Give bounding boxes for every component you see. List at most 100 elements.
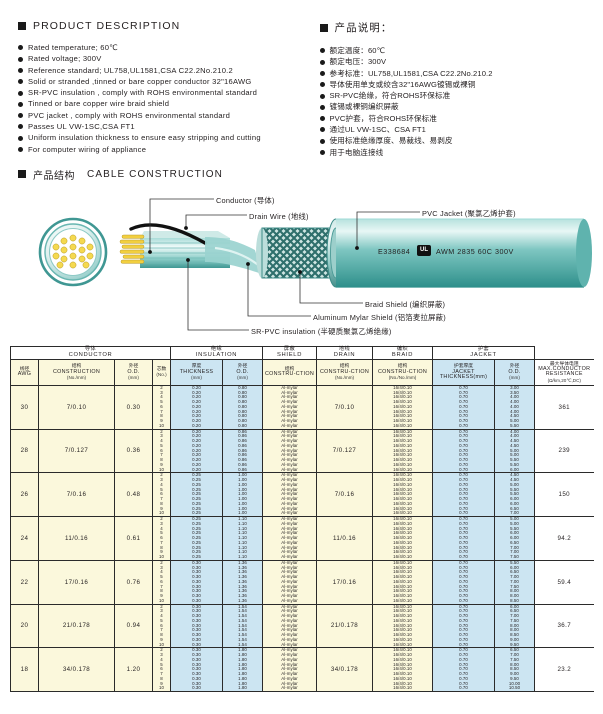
jacket-print-legend: E338684 bbox=[378, 246, 411, 256]
cell-braid-value: 16/4/0.10 bbox=[393, 452, 412, 458]
cell-jacket-thickness-value: 0.70 bbox=[459, 583, 468, 589]
cell-jacket-od-value: 4.50 bbox=[510, 413, 519, 419]
cell-braid-value: 16/4/0.10 bbox=[393, 491, 412, 497]
cell-ins-od-value: 1.36 bbox=[238, 559, 247, 565]
cell-braid-value: 16/4/0.10 bbox=[393, 608, 412, 614]
cell-ins-od-value: 0.80 bbox=[238, 399, 247, 405]
cell-jacket-od-value: 5.50 bbox=[510, 457, 519, 463]
cell-ins-od-value: 1.10 bbox=[238, 539, 247, 545]
cell-resistance: 59.4 bbox=[534, 559, 594, 605]
cell-ins-thickness-value: 0.20 bbox=[192, 389, 201, 395]
cell-jacket-thickness-value: 0.70 bbox=[459, 613, 468, 619]
cell-ins-od-value: 1.10 bbox=[238, 525, 247, 531]
cell-jacket-od-value: 4.50 bbox=[510, 472, 519, 478]
cell-ins-thickness-value: 0.20 bbox=[192, 384, 201, 390]
table-row: 18 34/0.178 1.20 2 3 4 5 6 7 8 9 10 0.30 0.30 0.30 0.30… bbox=[10, 647, 594, 693]
group-drain-en: DRAIN bbox=[333, 352, 356, 359]
cell-ins-thickness-value: 0.20 bbox=[192, 418, 201, 424]
cell-ins-od-value: 1.54 bbox=[238, 622, 247, 628]
cell-shield-value: Al-mylar bbox=[281, 481, 298, 487]
cell-shield-value: Al-mylar bbox=[281, 574, 298, 580]
subhead-construction-cn: 结构 bbox=[71, 364, 82, 370]
cell-jacket-thickness-value: 0.70 bbox=[459, 641, 468, 647]
table-row: 20 21/0.178 0.94 2 3 4 5 6 7 8 9 10 0.30 0.30 0.30 0.30… bbox=[10, 603, 594, 649]
cores-value: 4 bbox=[160, 394, 163, 400]
bullet-dot-icon bbox=[18, 124, 23, 130]
cell-jacket-od: 6.00 6.50 7.00 7.50 8.00 8.00 8.50 9.00 9.50 bbox=[495, 604, 534, 648]
cell-drain: 21/0.178 bbox=[316, 603, 374, 649]
cell-jacket-od-value: 5.50 bbox=[510, 486, 519, 492]
cell-shield-value: Al-mylar bbox=[281, 632, 298, 638]
cell-jacket-od-value: 6.00 bbox=[510, 466, 519, 472]
cell-jacket-thickness-value: 0.70 bbox=[459, 457, 468, 463]
product-description-heading-label: PRODUCT DESCRIPTION bbox=[33, 20, 181, 32]
cell-ins-thickness-value: 0.20 bbox=[192, 457, 201, 463]
cell-ins-od-value: 1.10 bbox=[238, 530, 247, 536]
cell-ins-thickness-cell: 0.20 0.20 0.20 0.20 0.20 0.20 0.20 0.20 0.20 bbox=[170, 384, 223, 430]
cell-ins-od: 1.80 1.80 1.80 1.80 1.80 1.80 1.80 1.80 1.80 bbox=[223, 648, 262, 691]
table-row: 26 7/0.16 0.48 2 3 4 5 6 7 8 9 10 0.25 0.25 0.25 0.25 0.… bbox=[10, 472, 594, 518]
cell-ins-thickness-value: 0.30 bbox=[192, 613, 201, 619]
cell-ins-od-value: 1.54 bbox=[238, 632, 247, 638]
cell-ins-thickness-value: 0.30 bbox=[192, 608, 201, 614]
cell-ins-od-value: 1.80 bbox=[238, 661, 247, 667]
cell-shield: Al-mylar Al-mylar Al-mylar Al-mylar Al-mylar… bbox=[263, 560, 316, 604]
subhead-shield-construction: 结构 CONSTRU-CTION bbox=[262, 358, 318, 386]
cell-shield-value: Al-mylar bbox=[281, 549, 298, 555]
cell-ins-od-value: 1.10 bbox=[238, 520, 247, 526]
cell-braid-value: 16/4/0.10 bbox=[393, 418, 412, 424]
cell-shield-value: Al-mylar bbox=[281, 597, 298, 603]
cell-shield-cell: Al-mylar Al-mylar Al-mylar Al-mylar Al-mylar… bbox=[262, 647, 318, 693]
cell-shield-value: Al-mylar bbox=[281, 442, 298, 448]
cores-value: 2 bbox=[160, 384, 163, 390]
cell-braid-value: 16/4/0.10 bbox=[393, 675, 412, 681]
cell-braid-value: 16/4/0.10 bbox=[393, 442, 412, 448]
cell-shield-value: Al-mylar bbox=[281, 685, 298, 691]
cell-jacket-thickness-value: 0.70 bbox=[459, 403, 468, 409]
bullet-dot-icon bbox=[18, 45, 23, 51]
cell-jacket-thickness-value: 0.70 bbox=[459, 520, 468, 526]
cell-jacket-od-value: 8.50 bbox=[510, 666, 519, 672]
cell-jacket-thickness-value: 0.70 bbox=[459, 428, 468, 434]
cell-ins-od-cell: 1.10 1.10 1.10 1.10 1.10 1.10 1.10 1.10 1.10 bbox=[221, 516, 264, 561]
cell-shield: Al-mylar Al-mylar Al-mylar Al-mylar Al-mylar… bbox=[263, 385, 316, 429]
cores-value: 9 bbox=[160, 505, 163, 511]
cell-ins-od-cell: 1.00 1.00 1.00 1.00 1.00 1.00 1.00 1.00 1.00 bbox=[221, 472, 264, 518]
subhead-jacket-thickness-cn: 护套厚度 bbox=[453, 364, 474, 370]
cell-braid-value: 16/4/0.10 bbox=[393, 549, 412, 555]
cell-shield-value: Al-mylar bbox=[281, 457, 298, 463]
cell-resistance: 94.2 bbox=[534, 516, 594, 561]
cell-jacket-thickness-value: 0.70 bbox=[459, 516, 468, 522]
cell-jacket-od-value: 7.50 bbox=[510, 656, 519, 662]
cell-ins-od-value: 1.80 bbox=[238, 680, 247, 686]
cell-jacket-od-value: 4.00 bbox=[510, 399, 519, 405]
cell-ins-thickness-cell: 0.30 0.30 0.30 0.30 0.30 0.30 0.30 0.30 0.30 bbox=[170, 559, 223, 605]
cell-jacket-od-value: 6.00 bbox=[510, 564, 519, 570]
cell-braid: 16/4/0.10 16/4/0.10 16/4/0.10 16/4/0.10 16/4… bbox=[373, 385, 432, 429]
cell-jacket-thickness-value: 0.70 bbox=[459, 656, 468, 662]
cell-braid-cell: 16/4/0.10 16/4/0.10 16/4/0.10 16/4/0.10 16/4… bbox=[372, 647, 434, 693]
cell-ins-thickness-value: 0.25 bbox=[192, 477, 201, 483]
cell-ins-thickness-value: 0.30 bbox=[192, 685, 201, 691]
table-row: 28 7/0.127 0.36 2 3 4 5 6 7 8 9 10 0.20 0.20 0.20 0.20 0… bbox=[10, 428, 594, 474]
subhead-conductor-od: 外径 O.D. (mm) bbox=[114, 358, 153, 386]
bullet-dot-icon bbox=[319, 104, 325, 110]
cell-jacket-od-cell: 6.00 6.50 7.00 7.50 8.00 8.00 8.50 9.00 9.50 bbox=[494, 603, 536, 649]
table-row: 24 11/0.16 0.61 2 3 4 5 6 7 8 9 10 0.25 0.25 0.25 0.25 0… bbox=[10, 516, 594, 561]
group-jacket-en: JACKET bbox=[470, 352, 497, 359]
subhead-ins-od-cn: 外径 bbox=[237, 364, 248, 370]
list-item-label: PVC jacket , comply with ROHS environmen… bbox=[28, 110, 231, 120]
cell-jacket-thickness-value: 0.70 bbox=[459, 505, 468, 511]
list-item: Passes UL VW-1SC,CSA FT1 bbox=[18, 122, 306, 132]
group-jacket-cn: 护套 bbox=[477, 346, 490, 352]
cell-ins-od-value: 1.10 bbox=[238, 554, 247, 560]
cell-conductor-od: 1.20 bbox=[114, 647, 153, 693]
cores-value: 5 bbox=[160, 442, 163, 448]
cell-braid-value: 16/4/0.10 bbox=[393, 647, 412, 653]
cell-conductor-od: 0.76 bbox=[114, 559, 153, 605]
cell-braid-value: 16/4/0.10 bbox=[393, 641, 412, 647]
cell-jacket-od: 5.00 5.00 5.50 6.00 6.00 6.50 7.00 7.00 7.50 bbox=[495, 516, 534, 560]
cell-shield-value: Al-mylar bbox=[281, 418, 298, 424]
cell-ins-thickness-value: 0.25 bbox=[192, 520, 201, 526]
cell-braid-value: 16/4/0.10 bbox=[393, 593, 412, 599]
